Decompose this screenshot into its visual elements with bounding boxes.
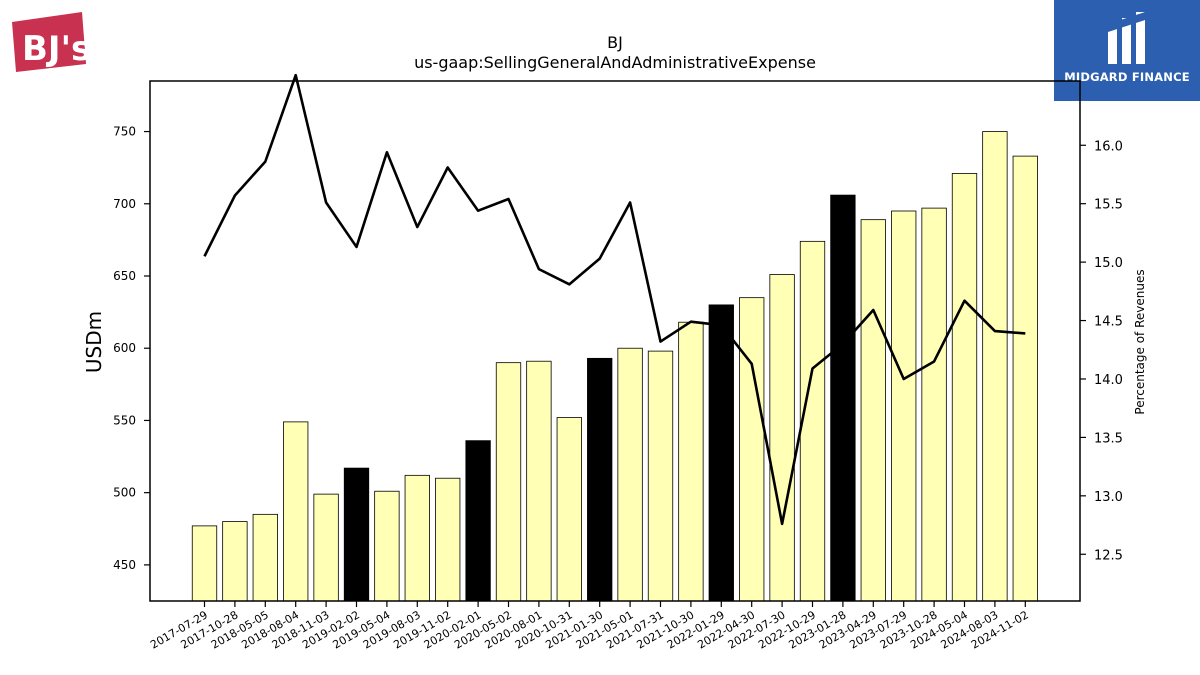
y2-tick-label: 14.5 bbox=[1094, 315, 1123, 330]
bar-2017-07-29 bbox=[191, 525, 218, 602]
y2-tick-label: 15.5 bbox=[1094, 198, 1123, 213]
bar-2022-01-29 bbox=[708, 304, 734, 602]
bar-2020-05-02 bbox=[495, 362, 522, 602]
y-tick-label: 700 bbox=[113, 197, 136, 211]
bar-2024-08-03 bbox=[982, 131, 1008, 602]
bar-2023-10-28 bbox=[921, 207, 947, 602]
percentage-line bbox=[203, 73, 1026, 526]
bjs-logo-text: BJ's bbox=[22, 29, 88, 69]
chart-subtitle: us-gaap:SellingGeneralAndAdministrativeE… bbox=[414, 53, 816, 72]
bar-2023-07-29 bbox=[891, 210, 917, 602]
bar-2023-04-29 bbox=[860, 219, 886, 602]
bar-2020-02-01 bbox=[465, 440, 491, 602]
y-tick-label: 650 bbox=[113, 269, 136, 283]
y-tick-label: 600 bbox=[113, 341, 136, 355]
y2-tick-label: 14.0 bbox=[1094, 373, 1123, 388]
bar-2022-04-30 bbox=[739, 297, 765, 602]
y2-axis-label: Percentage of Revenues bbox=[1133, 269, 1147, 414]
bar-2020-10-31 bbox=[556, 417, 582, 602]
bar-2023-01-28 bbox=[830, 194, 856, 602]
bar-series bbox=[191, 131, 1038, 602]
bar-2019-05-04 bbox=[374, 490, 400, 602]
bar-2021-01-30 bbox=[587, 357, 613, 602]
bar-2020-08-01 bbox=[526, 360, 552, 602]
bjs-logo: BJ's bbox=[8, 8, 91, 74]
bar-2021-05-01 bbox=[617, 347, 643, 602]
midgard-logo-mark bbox=[1108, 12, 1145, 64]
line-series bbox=[203, 73, 1026, 526]
bar-2022-07-30 bbox=[769, 274, 795, 602]
bar-2019-08-03 bbox=[404, 474, 430, 602]
bar-2017-10-28 bbox=[222, 521, 248, 602]
bar-2019-02-02 bbox=[343, 467, 370, 602]
bar-2021-07-31 bbox=[647, 350, 674, 602]
y2-tick-label: 15.0 bbox=[1094, 256, 1123, 271]
midgard-logo-text: MIDGARD FINANCE bbox=[1064, 70, 1190, 84]
bar-2021-10-30 bbox=[678, 321, 704, 602]
plot-frame bbox=[149, 80, 1081, 602]
y2-tick-label: 16.0 bbox=[1094, 139, 1123, 154]
bar-2019-11-02 bbox=[435, 477, 461, 602]
y-tick-label: 450 bbox=[113, 558, 136, 572]
chart-title: BJ bbox=[607, 33, 623, 52]
y-tick-label: 550 bbox=[113, 413, 136, 427]
bar-2022-10-29 bbox=[799, 240, 826, 602]
bar-2018-05-05 bbox=[252, 513, 278, 602]
y2-tick-label: 13.0 bbox=[1094, 490, 1123, 505]
y-tick-label: 500 bbox=[113, 486, 136, 500]
y2-tick-label: 13.5 bbox=[1094, 431, 1123, 446]
midgard-finance-logo: MIDGARD FINANCE bbox=[1054, 0, 1200, 101]
y2-tick-label: 12.5 bbox=[1094, 548, 1123, 563]
bjs-logo-mark: BJ's bbox=[12, 12, 91, 72]
bar-2018-08-04 bbox=[283, 421, 309, 602]
y-tick-label: 750 bbox=[113, 125, 136, 139]
bar-2018-11-03 bbox=[313, 493, 339, 602]
y-axis-label: USDm bbox=[82, 311, 106, 373]
bar-2024-05-04 bbox=[951, 173, 978, 602]
bar-2024-11-02 bbox=[1012, 155, 1038, 602]
